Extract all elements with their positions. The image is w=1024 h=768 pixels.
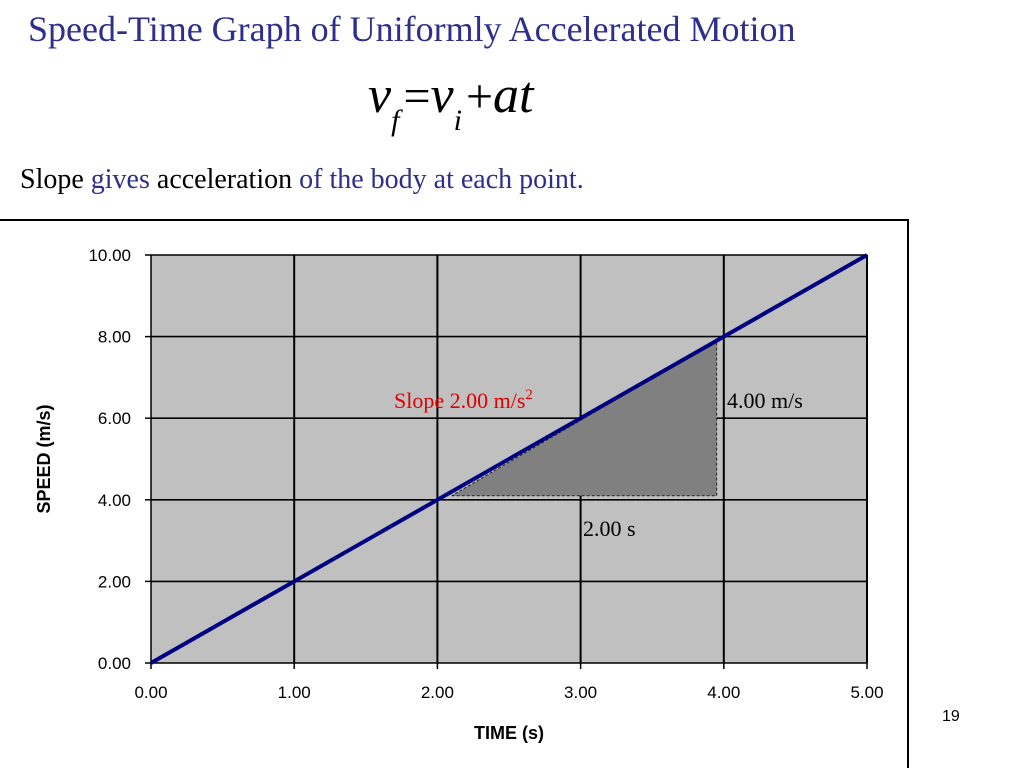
x-tick-label-5: 5.00: [850, 683, 883, 702]
slope-annotation-text: Slope 2.00 m/s: [394, 388, 525, 413]
slope-annotation-sup: 2: [525, 387, 533, 403]
slide-subtitle: Slope gives acceleration of the body at …: [20, 164, 584, 196]
formula-equals: =: [403, 70, 431, 123]
axis-ticks: 0.00 1.00 2.00 3.00 4.00 5.00 0.00 2.00 4.00 6.00…: [88, 246, 883, 702]
grid-lines: [150, 254, 868, 664]
slope-triangle-outline: [451, 339, 718, 497]
y-tick-label-5: 10.00: [88, 246, 131, 265]
formula-vi-sub: i: [453, 104, 462, 137]
x-tick-label-3: 3.00: [564, 683, 597, 702]
kinematics-formula: vf =vi +at: [368, 66, 534, 137]
formula-plus: +: [465, 70, 494, 123]
run-annotation: 2.00 s: [583, 516, 636, 541]
y-tick-label-4: 8.00: [98, 328, 131, 347]
series-line: [150, 253, 868, 665]
chart-frame: [0, 219, 909, 768]
y-tick-label-3: 6.00: [98, 409, 131, 428]
y-tick-label-1: 2.00: [98, 572, 131, 591]
x-tick-label-1: 1.00: [278, 683, 311, 702]
formula-at-term: at: [493, 67, 534, 124]
rise-annotation: 4.00 m/s: [727, 388, 803, 413]
y-tick-label-0: 0.00: [98, 654, 131, 673]
slope-annotation: Slope 2.00 m/s2: [394, 387, 533, 413]
y-tick-label-2: 4.00: [98, 491, 131, 510]
page-number: 19: [942, 708, 960, 725]
subtitle-part-2: gives: [90, 164, 150, 195]
y-axis-title: SPEED (m/s): [34, 404, 54, 513]
formula-vf-sub: f: [391, 104, 400, 137]
x-tick-label-2: 2.00: [421, 683, 454, 702]
formula-vi-var: v: [430, 67, 454, 124]
x-axis-title: TIME (s): [474, 723, 544, 743]
slide-title: Speed-Time Graph of Uniformly Accelerate…: [28, 9, 796, 49]
subtitle-part-3: acceleration: [149, 164, 300, 195]
subtitle-part-4: of the body at each point.: [299, 164, 584, 195]
x-tick-label-4: 4.00: [707, 683, 740, 702]
x-tick-label-0: 0.00: [134, 683, 167, 702]
subtitle-part-1: Slope: [20, 164, 91, 195]
formula-vf-var: v: [368, 67, 392, 124]
